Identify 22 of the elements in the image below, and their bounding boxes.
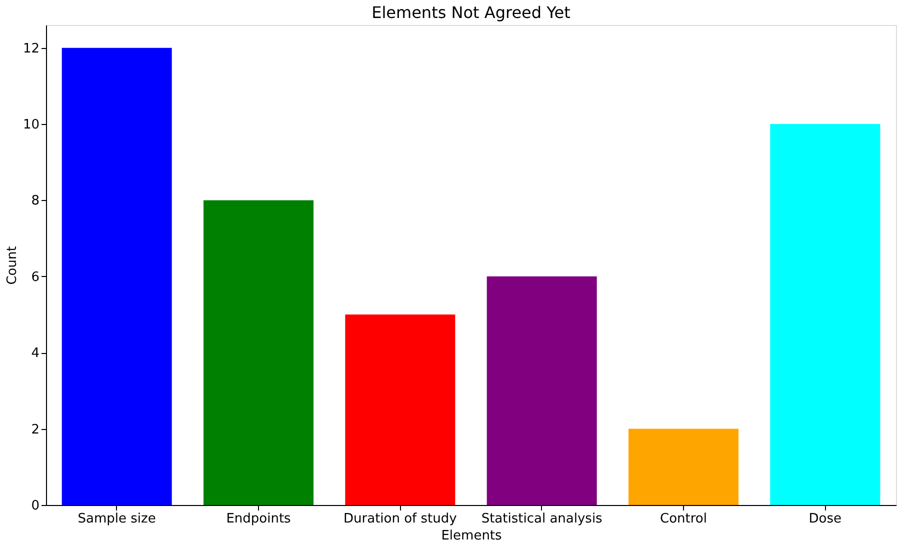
chart-title: Elements Not Agreed Yet: [372, 3, 570, 22]
y-tick-label: 0: [31, 498, 40, 514]
bar: [486, 276, 597, 505]
y-tick-label: 12: [22, 41, 40, 56]
y-axis-title: Count: [4, 246, 20, 285]
x-axis-title: Elements: [441, 528, 502, 544]
x-tick-label: Endpoints: [226, 512, 292, 526]
x-tick-label: Duration of study: [344, 512, 458, 526]
bar: [628, 428, 738, 505]
y-tick-label: 4: [31, 346, 40, 362]
y-tick-label: 2: [31, 422, 40, 438]
y-tick-label: 6: [31, 270, 40, 285]
x-tick-label: Statistical analysis: [481, 512, 603, 526]
y-tick-label: 8: [31, 194, 40, 209]
x-tick-label: Dose: [808, 512, 842, 526]
x-tick-label: Sample size: [78, 512, 156, 526]
bar: [770, 124, 880, 505]
y-tick-label: 10: [22, 118, 40, 133]
x-tick-label: Control: [660, 512, 707, 526]
bar: [345, 314, 456, 505]
bar: [204, 200, 314, 505]
bar: [62, 48, 172, 505]
